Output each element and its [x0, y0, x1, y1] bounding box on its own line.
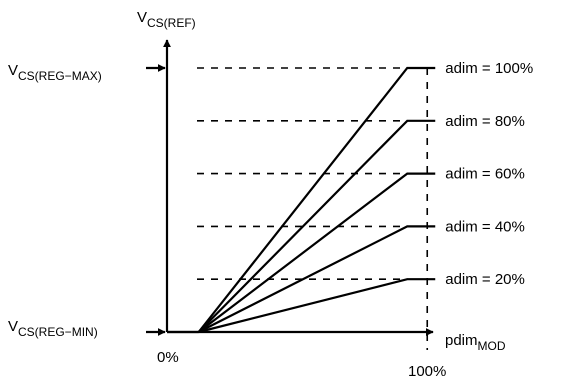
x-tick-label-end: 100% — [408, 363, 446, 380]
y-marker-min-label: VCS(REG−MIN) — [8, 318, 98, 339]
series-line — [197, 119, 436, 333]
y-axis-label: VCS(REF) — [137, 9, 196, 30]
y-marker-max-label: VCS(REG−MAX) — [8, 62, 102, 83]
series-label: adim = 100% — [445, 60, 533, 77]
series-line — [198, 278, 436, 334]
series-layer: adim = 100% adim = 80% adim = 60% adim = 40… — [167, 60, 533, 334]
series-label: adim = 20% — [445, 271, 525, 288]
series-line — [198, 172, 436, 333]
x-tick-label-start: 0% — [157, 349, 179, 366]
series-line — [197, 66, 436, 333]
series-label: adim = 60% — [445, 166, 525, 183]
x-axis-label: pdimMOD — [445, 332, 506, 353]
series-label: adim = 40% — [445, 218, 525, 235]
series-line — [198, 225, 436, 333]
series-label: adim = 80% — [445, 113, 525, 130]
